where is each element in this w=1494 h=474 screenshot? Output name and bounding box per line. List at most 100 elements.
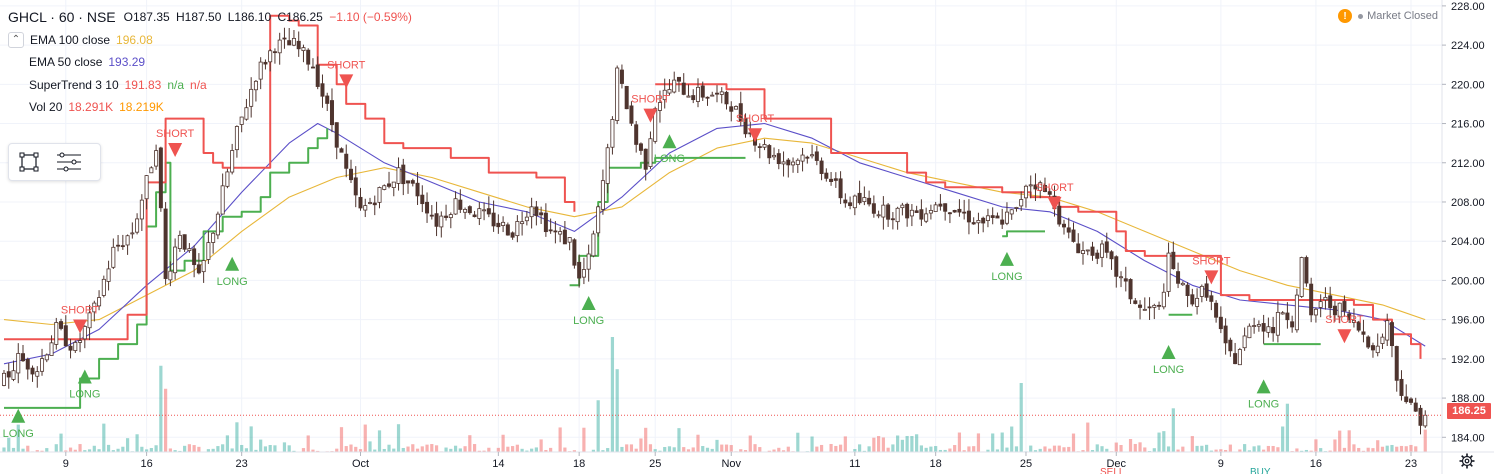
warning-icon[interactable]: ! [1338, 9, 1353, 23]
volume-bar [206, 449, 210, 452]
volume-bar [1181, 446, 1185, 452]
candle-body [791, 161, 796, 166]
candle-body [144, 175, 149, 200]
candle-body [206, 242, 211, 260]
candle-body [1271, 327, 1276, 334]
volume-bar [411, 444, 415, 452]
candle-body [1404, 396, 1409, 403]
long-arrow-icon [581, 296, 596, 311]
candle-body [253, 80, 258, 91]
candle-body [177, 234, 182, 250]
rectangle-tool-button[interactable] [9, 145, 49, 179]
volume-bar [387, 444, 391, 452]
volume-bar [943, 449, 947, 452]
candle-body [1152, 304, 1157, 308]
volume-bar [235, 422, 239, 452]
volume-bar [1385, 445, 1389, 452]
symbol-label[interactable]: GHCL · 60 · NSE [8, 9, 116, 25]
volume-bar [663, 447, 667, 452]
candle-body [1408, 398, 1413, 403]
candle-body [1004, 211, 1009, 224]
volume-bar [544, 449, 548, 452]
candle-body [234, 126, 239, 151]
settings-tool-button[interactable] [49, 145, 89, 179]
volume-bar [2, 447, 6, 452]
candle-body [391, 181, 396, 188]
volume-bar [862, 450, 866, 452]
candle-body [886, 204, 891, 220]
candle-body [596, 206, 601, 234]
candle-body [700, 85, 705, 98]
candle-body [429, 214, 434, 217]
price-tick-label: 204.00 [1451, 236, 1485, 248]
candle-body [116, 244, 121, 247]
indicator-row-ema100[interactable]: ⌃ EMA 100 close 196.08 [8, 29, 415, 52]
volume-bar [453, 445, 458, 452]
candle-body [282, 37, 287, 40]
volume-bar [696, 434, 700, 452]
candle-body [738, 103, 743, 122]
indicator-row-volume[interactable]: Vol 20 18.291K 18.219K [8, 96, 415, 119]
volume-bar [772, 449, 776, 452]
candle-body [149, 167, 154, 174]
volume-bar [1300, 450, 1304, 452]
volume-bar [634, 448, 638, 452]
candle-body [258, 61, 263, 80]
volume-bar [506, 446, 510, 452]
volume-bar [173, 450, 177, 452]
candle-body [1033, 184, 1038, 190]
candle-body [363, 205, 368, 211]
collapse-icon[interactable]: ⌃ [8, 31, 24, 48]
volume-bar [819, 444, 824, 452]
volume-bar [335, 448, 339, 452]
sell-tag[interactable]: SELL [1100, 468, 1125, 474]
candle-body [111, 246, 116, 268]
volume-bar [1029, 445, 1033, 452]
volume-bar [1295, 448, 1299, 452]
volume-bar [1195, 445, 1199, 452]
time-tick-label: 25 [649, 458, 661, 470]
candle-body [1000, 219, 1005, 225]
volume-bar [7, 437, 11, 452]
candle-body [1228, 339, 1233, 352]
candle-body [985, 215, 990, 221]
status-dot-icon [1358, 13, 1364, 19]
buy-tag[interactable]: BUY [1250, 468, 1271, 474]
volume-bar [140, 446, 144, 452]
volume-bar [967, 446, 971, 452]
volume-bar [40, 450, 44, 452]
volume-bar [843, 436, 847, 452]
volume-bar [648, 444, 653, 452]
volume-bar [881, 437, 885, 452]
long-arrow-icon [1161, 345, 1176, 360]
candle-body [705, 96, 710, 99]
candle-body [1185, 284, 1190, 297]
candle-body [1285, 312, 1290, 321]
candle-body [339, 148, 344, 153]
candle-body [1423, 414, 1428, 427]
volume-bar [834, 445, 838, 452]
gear-icon[interactable] [1459, 453, 1475, 469]
candle-body [1299, 257, 1304, 297]
candle-body [163, 208, 168, 279]
candle-body [1142, 308, 1147, 311]
candle-body [1223, 325, 1228, 344]
volume-bar [644, 427, 648, 452]
indicator-row-ema50[interactable]: EMA 50 close 193.29 [8, 51, 415, 74]
volume-bar [691, 447, 695, 452]
long-arrow-icon [77, 369, 92, 384]
volume-bar [1357, 447, 1361, 452]
candle-body [97, 297, 102, 307]
indicator-name: Vol 20 [29, 100, 63, 114]
candle-body [420, 194, 425, 205]
indicator-row-supertrend[interactable]: SuperTrend 3 10 191.83 n/a n/a [8, 74, 415, 97]
volume-bar [1014, 446, 1019, 452]
volume-bar [1000, 432, 1004, 452]
volume-bar [919, 445, 923, 452]
volume-bar [743, 450, 748, 452]
candle-body [16, 353, 21, 374]
volume-bar [629, 444, 634, 452]
volume-bar [221, 444, 225, 452]
candle-body [676, 76, 681, 82]
